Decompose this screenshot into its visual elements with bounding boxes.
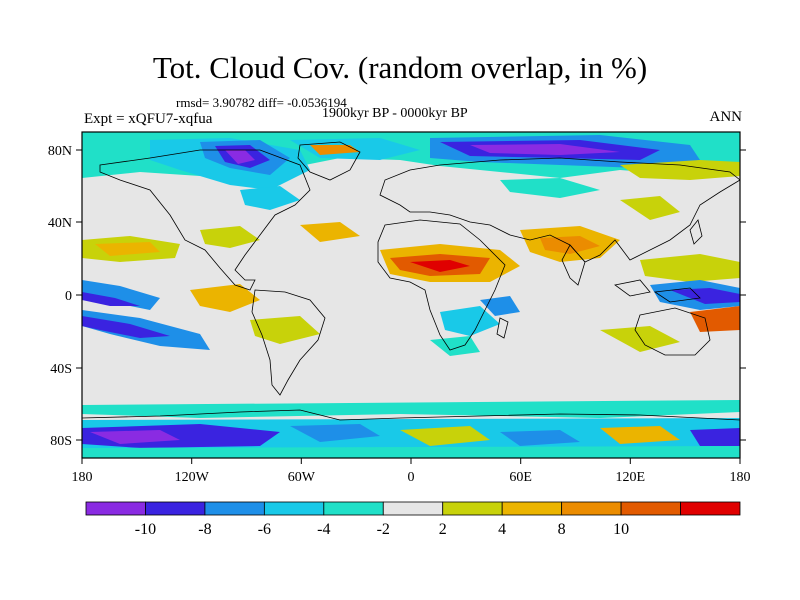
- colorbar-label: -8: [198, 521, 211, 538]
- season-label: ANN: [709, 109, 743, 125]
- period-label: 1900kyr BP - 0000kyr BP: [322, 106, 468, 121]
- colorbar-swatch: [382, 501, 444, 516]
- map-title: Tot. Cloud Cov. (random overlap, in %): [152, 50, 648, 85]
- stats-label: rmsd= 3.90782 diff= -0.0536194: [176, 95, 347, 110]
- lat-label-80s: 80S: [50, 434, 72, 449]
- lat-label-40s: 40S: [50, 362, 72, 377]
- colorbar-swatch: [561, 501, 622, 516]
- lon-label-180e: 180: [730, 470, 751, 485]
- lat-label-80n: 80N: [48, 144, 72, 159]
- colorbar: -10 -8 -6 -4 -2 2 4 8 10: [85, 501, 741, 538]
- colorbar-label: -6: [258, 521, 271, 538]
- colorbar-swatch: [85, 501, 146, 516]
- longitude-axis: 180 120W 60W 0 60E 120E 180: [72, 458, 751, 485]
- colorbar-swatch: [323, 501, 384, 516]
- lon-label-180w: 180: [72, 470, 93, 485]
- colorbar-label: 4: [498, 521, 506, 538]
- colorbar-swatch: [501, 501, 563, 516]
- colorbar-label: 10: [613, 521, 629, 538]
- latitude-axis: 80N 40N 0 40S 80S: [48, 144, 746, 449]
- colorbar-label: -4: [317, 521, 330, 538]
- lat-label-0: 0: [65, 289, 72, 304]
- anomaly-field: [82, 132, 740, 458]
- lon-label-60e: 60E: [509, 470, 532, 485]
- colorbar-label: -10: [135, 521, 156, 538]
- lon-label-0: 0: [408, 470, 415, 485]
- colorbar-swatch: [620, 501, 681, 516]
- colorbar-label: 2: [439, 521, 447, 538]
- colorbar-swatch: [442, 501, 503, 516]
- colorbar-label: 8: [558, 521, 566, 538]
- lon-label-120e: 120E: [616, 470, 646, 485]
- lon-label-120w: 120W: [175, 470, 210, 485]
- lon-label-60w: 60W: [288, 470, 316, 485]
- experiment-label: Expt = xQFU7-xqfua: [84, 111, 213, 127]
- coastlines: [82, 141, 740, 421]
- colorbar-swatch: [145, 501, 206, 516]
- colorbar-swatch: [263, 501, 325, 516]
- lat-label-40n: 40N: [48, 216, 72, 231]
- colorbar-label: -2: [377, 521, 390, 538]
- colorbar-swatch: [680, 501, 741, 516]
- colorbar-swatch: [204, 501, 265, 516]
